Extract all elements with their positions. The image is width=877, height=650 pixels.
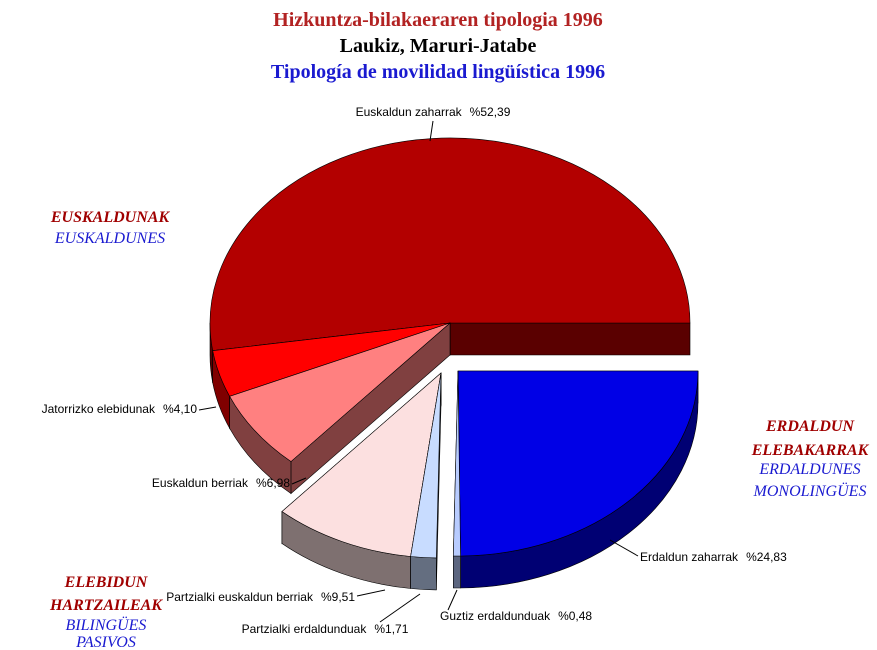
chart-subtitle: Laukiz, Maruri-Jatabe: [340, 35, 537, 57]
slice-label: Euskaldun berriak %6,98: [152, 476, 290, 490]
group-label: ELEBAKARRAK: [751, 442, 870, 459]
slice-side: [410, 556, 437, 591]
group-label: PASIVOS: [75, 634, 136, 650]
slice-category: Guztiz erdaldunduak: [440, 609, 551, 623]
slice-category: Euskaldun berriak: [152, 476, 249, 490]
leader-line: [429, 120, 434, 142]
group-label: EUSKALDUNAK: [50, 209, 171, 226]
slice-category: Erdaldun zaharrak: [640, 550, 739, 564]
leader-line: [198, 406, 217, 411]
slice-value: %0,48: [558, 609, 592, 623]
group-label: EUSKALDUNES: [54, 230, 165, 247]
slice-side: [453, 555, 461, 589]
leader-line: [291, 477, 307, 485]
slice-label: Partzialki euskaldun berriak %9,51: [166, 590, 355, 604]
pie-slice: [453, 370, 461, 557]
slice-category: Partzialki euskaldun berriak: [166, 590, 314, 604]
slice-value: %9,51: [321, 590, 355, 604]
slice-category: Partzialki erdaldunduak: [242, 622, 368, 636]
group-label: BILINGÜES: [66, 616, 147, 634]
slice-value: %24,83: [746, 550, 787, 564]
chart-title: Hizkuntza-bilakaeraren tipologia 1996: [273, 9, 603, 31]
leader-line: [356, 589, 386, 597]
slice-label: Jatorrizko elebidunak %4,10: [42, 402, 198, 416]
slice-category: Euskaldun zaharrak: [356, 105, 463, 119]
pie-slice: [457, 370, 699, 557]
slice-value: %1,71: [374, 622, 408, 636]
slice-label: Euskaldun zaharrak %52,39: [356, 105, 511, 119]
group-label: ERDALDUN: [765, 418, 855, 435]
slice-label: Erdaldun zaharrak %24,83: [640, 550, 787, 564]
slice-category: Jatorrizko elebidunak: [42, 402, 156, 416]
slice-value: %4,10: [163, 402, 197, 416]
pie-slice: [281, 372, 442, 557]
leader-line: [447, 589, 458, 611]
slice-side: [449, 322, 691, 356]
chart-subtitle: Tipología de movilidad lingüística 1996: [271, 61, 605, 83]
group-label: ELEBIDUN: [64, 574, 149, 591]
slice-label: Guztiz erdaldunduak %0,48: [440, 609, 592, 623]
pie-slice: [410, 372, 442, 559]
pie-slice: [229, 322, 451, 462]
leader-line: [379, 593, 421, 623]
slice-label: Partzialki erdaldunduak %1,71: [242, 622, 409, 636]
group-label: ERDALDUNES: [758, 461, 860, 478]
slice-value: %6,98: [256, 476, 290, 490]
leader-line: [609, 539, 639, 557]
pie-slice: [209, 137, 691, 352]
group-label: HARTZAILEAK: [49, 597, 163, 614]
group-label: MONOLINGÜES: [753, 482, 867, 500]
slice-value: %52,39: [470, 105, 511, 119]
